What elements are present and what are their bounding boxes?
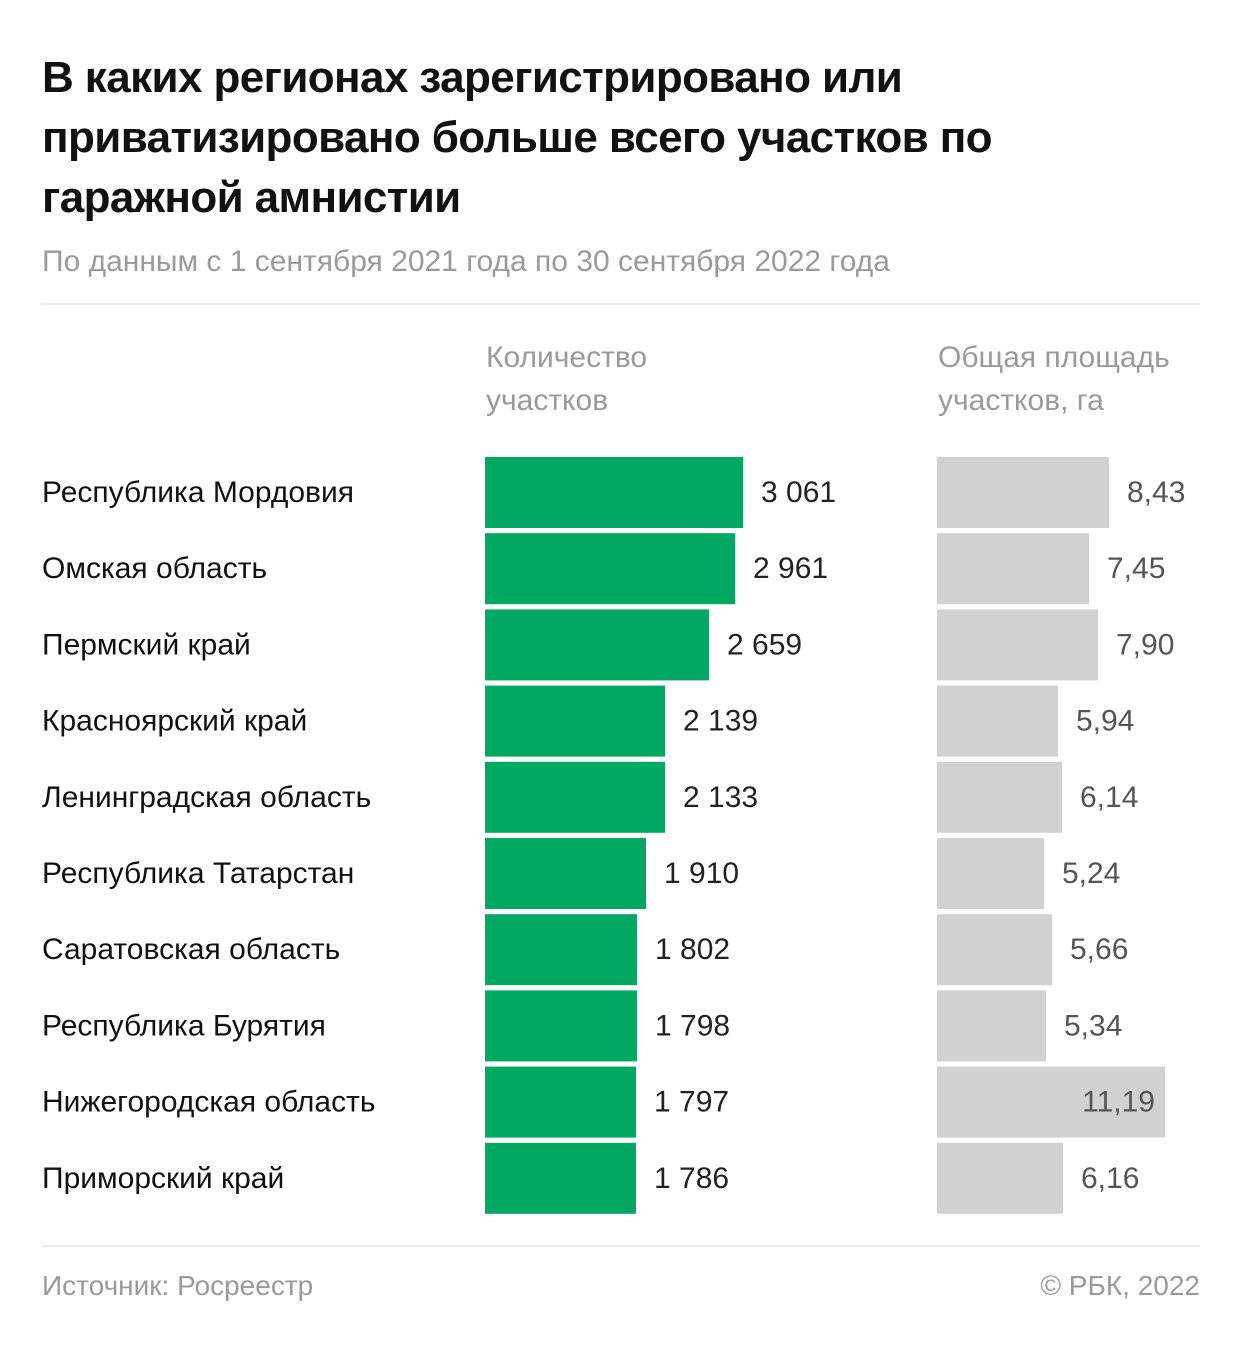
region-label: Красноярский край [42,705,307,738]
value-label-count: 1 797 [654,1086,729,1119]
region-label: Пермский край [42,628,251,661]
region-label: Республика Татарстан [42,857,354,890]
region-label: Саратовская область [42,933,340,966]
bar-area [937,990,1046,1062]
value-label-area: 7,90 [1116,628,1174,661]
bar-area [937,609,1098,681]
region-label: Нижегородская область [42,1086,376,1119]
bar-count [485,990,637,1062]
value-label-area: 8,43 [1127,476,1185,509]
bar-area [937,914,1052,986]
region-label: Республика Мордовия [42,476,354,509]
bar-count [485,761,665,833]
value-label-count: 2 133 [683,781,758,814]
column-header-area: Общая площадь участков, га [938,341,1170,417]
value-label-area: 5,66 [1070,933,1128,966]
value-label-area: 7,45 [1107,552,1165,585]
value-label-area: 5,94 [1076,705,1134,738]
value-label-count: 1 910 [664,857,739,890]
value-label-area: 5,24 [1062,857,1120,890]
value-label-area: 11,19 [1082,1086,1155,1119]
value-label-count: 1 798 [655,1009,730,1042]
chart-subtitle: По данным с 1 сентября 2021 года по 30 с… [42,245,890,278]
value-label-count: 1 786 [654,1162,729,1195]
value-label-area: 6,14 [1080,781,1138,814]
bar-area [937,685,1058,757]
bar-area [937,457,1109,528]
bar-count [485,609,709,681]
bar-count [485,838,646,909]
bar-area [937,533,1089,605]
bar-count [485,914,637,986]
region-label: Омская область [42,552,267,585]
value-label-count: 2 139 [683,705,758,738]
value-label-count: 1 802 [655,933,730,966]
bar-area [937,761,1062,833]
value-label-count: 2 961 [753,552,828,585]
value-label-count: 2 659 [727,628,802,661]
bar-count [485,685,665,757]
copyright-note: © РБК, 2022 [1040,1270,1200,1301]
column-header-count: Количество участков [486,341,648,417]
bar-count [485,1142,636,1214]
bar-count [485,533,735,605]
bar-area [937,838,1044,909]
bottom-divider [42,1245,1200,1247]
value-label-area: 5,34 [1064,1009,1122,1042]
bar-area [937,1142,1063,1214]
source-note: Источник: Росреестр [42,1270,314,1301]
bar-area [937,1066,1165,1138]
region-label: Ленинградская область [42,781,371,814]
region-label: Приморский край [42,1162,284,1195]
top-divider [42,303,1200,305]
value-label-area: 6,16 [1081,1162,1139,1195]
region-label: Республика Бурятия [42,1009,326,1042]
chart-title: В каких регионах зарегистрировано или пр… [42,53,993,222]
value-label-count: 3 061 [761,476,836,509]
bar-count [485,457,743,528]
bar-count [485,1066,636,1138]
